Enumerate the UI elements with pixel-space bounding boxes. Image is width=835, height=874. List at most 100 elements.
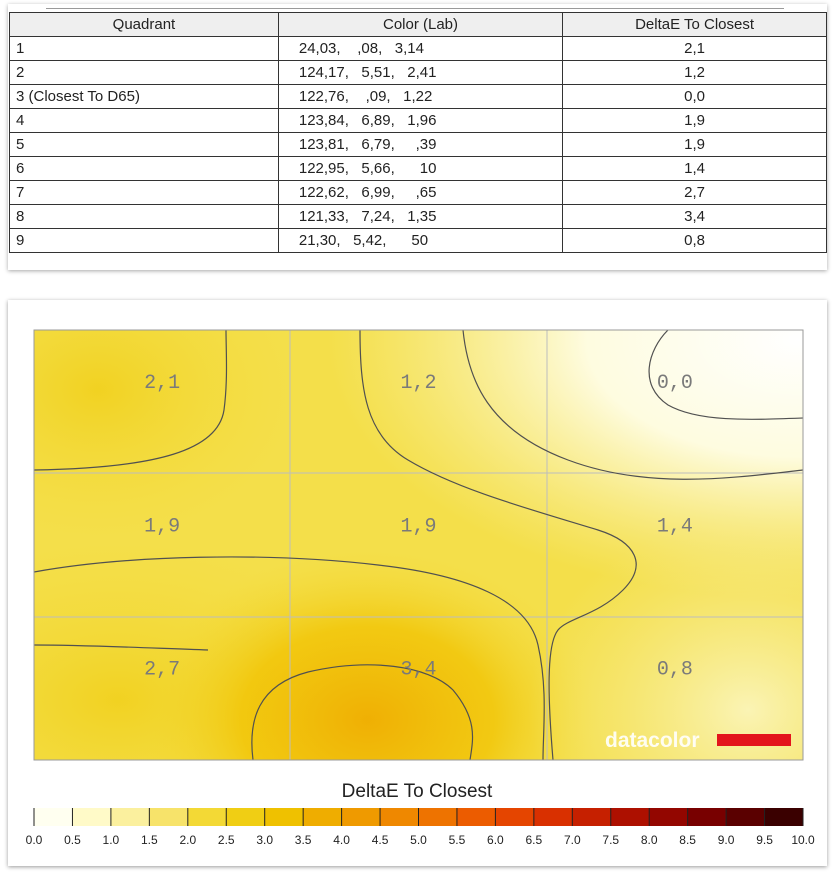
table-row: 2 124,17, 5,51, 2,41 1,2 [9, 60, 827, 85]
deltae-cell: 2,7 [562, 180, 827, 205]
grid-lines [34, 330, 803, 760]
deltae-cell: 3,4 [562, 204, 827, 229]
heatmap-svg: 2,1 1,2 0,0 1,9 1,9 1,4 2,7 3,4 0,8 datacolor De… [26, 329, 815, 847]
column-header-deltae: DeltaE To Closest [562, 12, 827, 37]
table-row: 7 122,62, 6,99, ,65 2,7 [9, 180, 827, 205]
colorbar-tick-label: 7.5 [602, 833, 619, 847]
table-row: 6 122,95, 5,66, 10 1,4 [9, 156, 827, 181]
quadrant-cell: 9 [9, 228, 279, 253]
colorbar-segment [572, 808, 612, 826]
uniformity-heatmap-panel: 2,1 1,2 0,0 1,9 1,9 1,4 2,7 3,4 0,8 datacolor De… [8, 300, 827, 866]
colorbar-segment [187, 808, 227, 826]
colorbar-tick-label: 2.5 [218, 833, 235, 847]
cell-value-label: 1,9 [144, 515, 180, 538]
table-row: 5 123,81, 6,79, ,39 1,9 [9, 132, 827, 157]
colorbar-segment [764, 808, 804, 826]
colorbar-segment [149, 808, 189, 826]
table-row: 9 21,30, 5,42, 50 0,8 [9, 228, 827, 253]
colorbar-segment [303, 808, 343, 826]
colorbar-tick-label: 9.0 [718, 833, 735, 847]
colorbar: 0.0 0.5 1.0 1.5 2.0 2.5 3.0 3.5 4.0 4.5 5.0 5.5 6.0 6… [26, 808, 815, 847]
table-row: 1 24,03, ,08, 3,14 2,1 [9, 36, 827, 61]
colorbar-segment [380, 808, 419, 826]
cell-value-label: 1,4 [657, 515, 693, 538]
lab-cell: 21,30, 5,42, 50 [277, 228, 564, 253]
lab-cell: 122,95, 5,66, 10 [277, 156, 564, 181]
quadrant-cell: 1 [9, 36, 279, 61]
cool-region-bottom-right [528, 520, 803, 760]
heatmap-area [34, 330, 803, 760]
colorbar-tick-label: 8.0 [641, 833, 658, 847]
deltae-cell: 1,9 [562, 132, 827, 157]
uniformity-table: Quadrant Color (Lab) DeltaE To Closest 1… [9, 12, 827, 253]
colorbar-tick-label: 10.0 [791, 833, 815, 847]
colorbar-segment [34, 808, 73, 826]
quadrant-cell: 8 [9, 204, 279, 229]
quadrant-cell: 6 [9, 156, 279, 181]
colorbar-tick-label: 1.5 [141, 833, 158, 847]
cell-value-label: 2,7 [144, 659, 180, 682]
lab-cell: 122,62, 6,99, ,65 [277, 180, 564, 205]
deltae-cell: 1,2 [562, 60, 827, 85]
deltae-cell: 2,1 [562, 36, 827, 61]
colorbar-segment [726, 808, 766, 826]
deltae-cell: 0,0 [562, 84, 827, 109]
colorbar-segment [264, 808, 304, 826]
cell-value-label: 1,2 [400, 372, 436, 395]
lab-cell: 123,81, 6,79, ,39 [277, 132, 564, 157]
colorbar-segment [418, 808, 458, 826]
warm-region-top-left [34, 330, 298, 540]
deltae-cell: 1,4 [562, 156, 827, 181]
colorbar-tick-label: 2.0 [179, 833, 196, 847]
quadrant-cell: 2 [9, 60, 279, 85]
hotspot-region [138, 550, 598, 760]
datacolor-logo: datacolor [605, 729, 791, 752]
colorbar-tick-label: 7.0 [564, 833, 581, 847]
colorbar-title: DeltaE To Closest [342, 781, 493, 802]
quadrant-cell: 5 [9, 132, 279, 157]
top-divider [46, 8, 784, 9]
quadrant-cell: 3 (Closest To D65) [9, 84, 279, 109]
quadrant-cell: 7 [9, 180, 279, 205]
table-row: 8 121,33, 7,24, 1,35 3,4 [9, 204, 827, 229]
colorbar-segment [341, 808, 381, 826]
colorbar-tick-label: 0.0 [26, 833, 43, 847]
uniformity-table-panel: Quadrant Color (Lab) DeltaE To Closest 1… [8, 4, 827, 270]
colorbar-segment [649, 808, 689, 826]
colorbar-tick-label: 6.0 [487, 833, 504, 847]
heatmap-border [33, 329, 804, 761]
cell-value-label: 0,8 [657, 659, 693, 682]
deltae-cell: 1,9 [562, 108, 827, 133]
lab-cell: 124,17, 5,51, 2,41 [277, 60, 564, 85]
colorbar-tick-label: 3.0 [256, 833, 273, 847]
colorbar-tick-label: 3.5 [295, 833, 312, 847]
cell-value-label: 2,1 [144, 372, 180, 395]
colorbar-tick-label: 8.5 [679, 833, 696, 847]
contour-lines [34, 330, 803, 760]
cell-value-label: 1,9 [400, 515, 436, 538]
table-row: 3 (Closest To D65) 122,76, ,09, 1,22 0,0 [9, 84, 827, 109]
colorbar-segment [110, 808, 150, 826]
quadrant-cell: 4 [9, 108, 279, 133]
watermark-text: datacolor [605, 729, 700, 752]
cell-value-label: 0,0 [657, 372, 693, 395]
colorbar-tick-label: 4.5 [372, 833, 389, 847]
lab-cell: 122,76, ,09, 1,22 [277, 84, 564, 109]
colorbar-segment [72, 808, 112, 826]
colorbar-segment [226, 808, 266, 826]
colorbar-tick-label: 0.5 [64, 833, 81, 847]
lab-cell: 123,84, 6,89, 1,96 [277, 108, 564, 133]
colorbar-tick-label: 5.5 [449, 833, 466, 847]
colorbar-tick-label: 1.0 [103, 833, 120, 847]
colorbar-segment [533, 808, 573, 826]
watermark-red-bar [717, 734, 791, 746]
table-row: 4 123,84, 6,89, 1,96 1,9 [9, 108, 827, 133]
colorbar-tick-label: 6.5 [526, 833, 543, 847]
column-header-color-lab: Color (Lab) [277, 12, 564, 37]
colorbar-tick-label: 5.0 [410, 833, 427, 847]
column-header-quadrant: Quadrant [9, 12, 279, 37]
deltae-cell: 0,8 [562, 228, 827, 253]
colorbar-tick-label: 9.5 [756, 833, 773, 847]
lab-cell: 24,03, ,08, 3,14 [277, 36, 564, 61]
cell-labels: 2,1 1,2 0,0 1,9 1,9 1,4 2,7 3,4 0,8 [144, 372, 693, 682]
